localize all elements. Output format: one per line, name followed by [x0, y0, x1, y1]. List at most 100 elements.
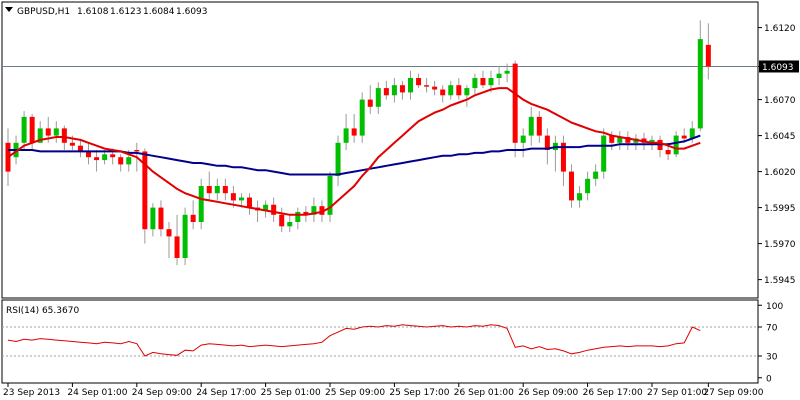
- bear-candle: [61, 128, 67, 143]
- bear-candle: [279, 214, 285, 227]
- bull-candle: [238, 197, 244, 201]
- bear-candle: [456, 85, 462, 96]
- time-tick-label: 27 Sep 01:00: [647, 388, 707, 398]
- bull-candle: [593, 171, 599, 179]
- bear-candle: [190, 214, 196, 222]
- bull-candle: [464, 88, 470, 96]
- bear-candle: [424, 85, 430, 87]
- bull-candle: [126, 157, 132, 165]
- bear-candle: [86, 151, 91, 158]
- bull-candle: [697, 39, 703, 129]
- close-value: 1.6093: [176, 7, 208, 17]
- bull-candle: [472, 78, 478, 89]
- bear-candle: [142, 151, 148, 230]
- bull-candle: [601, 135, 607, 172]
- low-value: 1.6084: [143, 7, 175, 17]
- bear-candle: [625, 137, 631, 143]
- bull-candle: [214, 186, 220, 194]
- high-value: 1.6123: [110, 7, 142, 17]
- bull-candle: [53, 128, 59, 136]
- bull-candle: [287, 222, 293, 227]
- price-tick-label: 1.5970: [764, 240, 796, 250]
- time-tick-label: 23 Sep 2013: [3, 388, 60, 398]
- bull-candle: [520, 135, 526, 143]
- main-price-panel: 1.6120 1.6093 1.6070 1.6045 1.6020 1.5995 1.59…: [1, 1, 799, 299]
- bull-candle: [649, 139, 655, 143]
- bull-candle: [102, 154, 108, 161]
- current-price-label: 1.6093: [762, 63, 794, 73]
- fast-moving-average-line: [7, 87, 701, 216]
- bull-candle: [504, 70, 510, 74]
- price-tick-label: 1.6070: [764, 96, 796, 106]
- bear-candle: [94, 157, 100, 161]
- rsi-tick-label: 100: [766, 302, 783, 312]
- bear-candle: [480, 78, 486, 86]
- rsi-panel-frame: [1, 299, 759, 384]
- price-tick-label: 1.5995: [764, 204, 796, 214]
- bear-candle: [512, 63, 518, 143]
- bear-candle: [134, 150, 140, 152]
- bear-candle: [367, 99, 373, 107]
- bear-candle: [440, 89, 446, 96]
- bear-candle: [118, 157, 124, 165]
- bull-candle: [327, 175, 333, 215]
- bull-candle: [182, 214, 188, 258]
- bear-candle: [383, 88, 389, 96]
- time-tick-label: 25 Sep 01:00: [261, 388, 321, 398]
- rsi-indicator-panel: 100 70 30 0: [1, 299, 783, 384]
- bear-candle: [681, 135, 687, 139]
- symbol-label: GBPUSD,H1: [17, 7, 70, 17]
- bear-candle: [705, 44, 711, 67]
- bear-candle: [569, 171, 574, 201]
- bear-candle: [432, 86, 438, 90]
- bear-candle: [271, 204, 277, 215]
- time-tick-label: 25 Sep 09:00: [325, 388, 385, 398]
- bull-candle: [198, 186, 204, 222]
- collapse-triangle-icon[interactable]: [5, 7, 13, 12]
- bear-candle: [158, 207, 164, 230]
- rsi-title: RSI(14) 65.3670: [6, 306, 79, 316]
- price-tick-label: 1.6045: [764, 132, 796, 142]
- open-value: 1.6108: [77, 7, 109, 17]
- bull-candle: [150, 207, 156, 230]
- price-tick-label: 1.6020: [764, 168, 796, 178]
- bull-candle: [37, 128, 43, 143]
- bull-candle: [21, 116, 27, 143]
- main-panel-frame: [1, 1, 759, 299]
- time-axis: 23 Sep 2013 24 Sep 01:00 24 Sep 09:00 24 Se…: [3, 383, 764, 398]
- bull-candle: [391, 85, 397, 96]
- time-tick-label: 25 Sep 17:00: [389, 388, 449, 398]
- bull-candle: [448, 85, 454, 96]
- bear-candle: [45, 128, 51, 136]
- bull-candle: [343, 128, 349, 143]
- bull-candle: [528, 116, 534, 136]
- rsi-tick-label: 30: [766, 353, 778, 363]
- bull-candle: [673, 135, 679, 155]
- time-tick-label: 26 Sep 17:00: [583, 388, 643, 398]
- time-tick-label: 24 Sep 09:00: [132, 388, 192, 398]
- bear-candle: [544, 135, 550, 150]
- bull-candle: [488, 78, 494, 86]
- bear-candle: [303, 211, 309, 215]
- time-tick-label: 24 Sep 01:00: [67, 388, 127, 398]
- bull-candle: [295, 211, 301, 222]
- rsi-tick-label: 70: [766, 324, 778, 334]
- bear-candle: [665, 150, 671, 155]
- rsi-line: [7, 324, 701, 357]
- bear-candle: [351, 128, 357, 136]
- bull-candle: [375, 88, 381, 107]
- bear-candle: [416, 78, 422, 86]
- chart-header: GBPUSD,H1 1.6108 1.6123 1.6084 1.6093: [5, 7, 208, 17]
- bull-candle: [585, 178, 591, 194]
- bear-candle: [319, 206, 325, 215]
- rsi-tick-label: 0: [766, 374, 772, 384]
- bull-candle: [311, 206, 317, 215]
- rsi-header: RSI(14) 65.3670: [6, 306, 79, 316]
- price-tick-label: 1.6120: [764, 24, 796, 34]
- bull-candle: [408, 78, 413, 93]
- bull-candle: [689, 128, 695, 139]
- bull-candle: [496, 73, 502, 78]
- time-tick-label: 27 Sep 09:00: [703, 388, 763, 398]
- bear-candle: [247, 197, 252, 208]
